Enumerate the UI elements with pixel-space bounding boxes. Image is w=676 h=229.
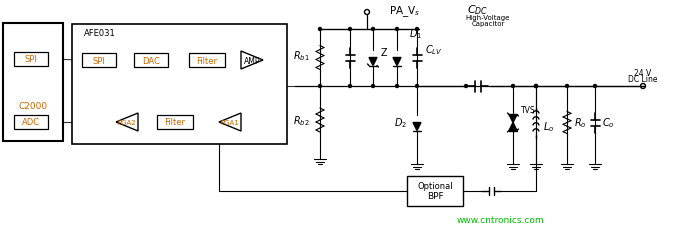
Circle shape	[512, 85, 514, 88]
Text: $C_{LV}$: $C_{LV}$	[425, 44, 443, 57]
Text: Z: Z	[381, 48, 387, 58]
Text: $C_{DC}$: $C_{DC}$	[467, 3, 489, 17]
Circle shape	[416, 85, 418, 88]
Text: www.cntronics.com: www.cntronics.com	[456, 215, 544, 224]
Bar	[3, 24, 63, 141]
Text: Capacitor: Capacitor	[471, 21, 505, 27]
Text: AMP: AMP	[244, 56, 260, 65]
Text: SPI: SPI	[24, 55, 37, 64]
Text: $D_1$: $D_1$	[409, 27, 422, 41]
Polygon shape	[241, 52, 263, 70]
Circle shape	[349, 28, 352, 31]
Text: TVS: TVS	[521, 106, 535, 114]
Circle shape	[372, 85, 375, 88]
Text: $L_o$: $L_o$	[543, 120, 554, 134]
Text: AFE031: AFE031	[84, 28, 116, 37]
Text: C2000: C2000	[18, 102, 47, 111]
Text: DC Line: DC Line	[628, 74, 658, 83]
Text: SPI: SPI	[93, 56, 105, 65]
Circle shape	[349, 85, 352, 88]
Text: $C_o$: $C_o$	[602, 116, 614, 130]
Bar	[134, 54, 168, 68]
Bar	[189, 54, 225, 68]
Text: 24 V: 24 V	[634, 68, 652, 77]
Polygon shape	[393, 58, 401, 66]
Circle shape	[535, 85, 537, 88]
Polygon shape	[116, 114, 138, 131]
Bar	[14, 53, 48, 67]
Text: Filter: Filter	[197, 56, 218, 65]
Polygon shape	[509, 123, 517, 131]
Polygon shape	[219, 114, 241, 131]
Text: DAC: DAC	[142, 56, 160, 65]
Text: $D_2$: $D_2$	[394, 116, 407, 130]
Bar	[72, 25, 287, 144]
Text: $R_o$: $R_o$	[574, 116, 587, 130]
Circle shape	[372, 28, 375, 31]
Circle shape	[395, 28, 398, 31]
Text: ADC: ADC	[22, 118, 40, 127]
Bar	[82, 54, 116, 68]
Text: Optional: Optional	[417, 182, 453, 191]
Text: $R_{b1}$: $R_{b1}$	[293, 49, 310, 63]
Text: PGA1: PGA1	[220, 120, 239, 125]
Text: High-Voltage: High-Voltage	[466, 15, 510, 21]
Circle shape	[318, 85, 322, 88]
Bar	[407, 176, 463, 206]
Bar	[157, 115, 193, 129]
Circle shape	[416, 28, 418, 31]
Polygon shape	[369, 58, 377, 66]
Circle shape	[594, 85, 596, 88]
Polygon shape	[413, 123, 421, 131]
Bar	[14, 115, 48, 129]
Circle shape	[464, 85, 468, 88]
Text: $R_{b2}$: $R_{b2}$	[293, 114, 310, 127]
Text: BPF: BPF	[427, 192, 443, 201]
Polygon shape	[509, 115, 517, 123]
Circle shape	[395, 85, 398, 88]
Circle shape	[318, 28, 322, 31]
Circle shape	[535, 85, 537, 88]
Text: PGA2: PGA2	[118, 120, 137, 125]
Text: PA_V$_s$: PA_V$_s$	[389, 5, 420, 19]
Text: Filter: Filter	[164, 118, 185, 127]
Circle shape	[566, 85, 569, 88]
